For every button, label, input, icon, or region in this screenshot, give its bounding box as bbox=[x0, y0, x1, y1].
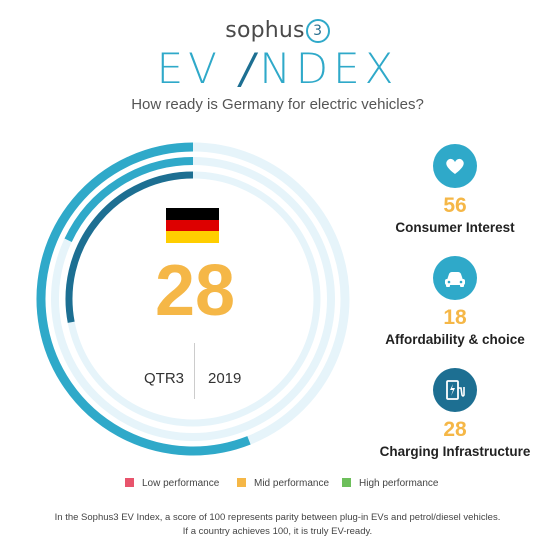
sophus3-logo: sophus 3 bbox=[0, 18, 555, 43]
page-title: EV /NDEX bbox=[0, 44, 555, 93]
legend-item-high: High performance bbox=[342, 478, 438, 490]
legend: Low performance Mid performance High per… bbox=[0, 478, 555, 492]
metric-consumer-interest: 56 Consumer Interest bbox=[375, 144, 535, 235]
metric-label: Consumer Interest bbox=[395, 220, 515, 235]
legend-swatch-low bbox=[125, 478, 134, 487]
metric-affordability: 18 Affordability & choice bbox=[375, 256, 535, 347]
metric-value: 56 bbox=[443, 194, 467, 217]
legend-item-mid: Mid performance bbox=[237, 478, 329, 490]
legend-item-low: Low performance bbox=[125, 478, 219, 490]
ring-affordability-arc bbox=[64, 157, 194, 242]
quarter-label: QTR3 bbox=[143, 370, 184, 387]
car-icon bbox=[433, 256, 477, 300]
ring-consumer-interest-arc bbox=[36, 142, 251, 456]
title-right: NDEX bbox=[259, 44, 399, 93]
subtitle: How ready is Germany for electric vehicl… bbox=[131, 96, 424, 113]
divider bbox=[194, 343, 195, 399]
flag-stripe-gold bbox=[166, 231, 219, 243]
metric-value: 18 bbox=[443, 306, 467, 329]
bolt-icon: / bbox=[240, 44, 260, 93]
overall-score: 28 bbox=[154, 251, 236, 331]
footnote: In the Sophus3 EV Index, a score of 100 … bbox=[0, 511, 555, 539]
ev-index-ring-chart bbox=[36, 142, 350, 456]
legend-swatch-mid bbox=[237, 478, 246, 487]
flag-stripe-red bbox=[166, 219, 219, 232]
metric-value: 28 bbox=[443, 418, 467, 441]
legend-swatch-high bbox=[342, 478, 351, 487]
germany-flag-icon bbox=[166, 208, 219, 243]
heart-icon bbox=[433, 144, 477, 188]
ring-charging-infrastructure-arc bbox=[65, 171, 194, 323]
metric-label: Charging Infrastructure bbox=[379, 444, 531, 459]
footnote-line-1: In the Sophus3 EV Index, a score of 100 … bbox=[54, 512, 501, 523]
footnote-line-2: If a country achieves 100, it is truly E… bbox=[182, 526, 373, 537]
charging-station-icon bbox=[433, 368, 477, 412]
metric-label: Affordability & choice bbox=[385, 332, 525, 347]
flag-stripe-black bbox=[166, 208, 219, 220]
logo-digit: 3 bbox=[305, 19, 330, 43]
metric-charging-infrastructure: 28 Charging Infrastructure bbox=[375, 368, 535, 459]
title-left: EV bbox=[156, 44, 241, 93]
year-label: 2019 bbox=[208, 370, 242, 387]
